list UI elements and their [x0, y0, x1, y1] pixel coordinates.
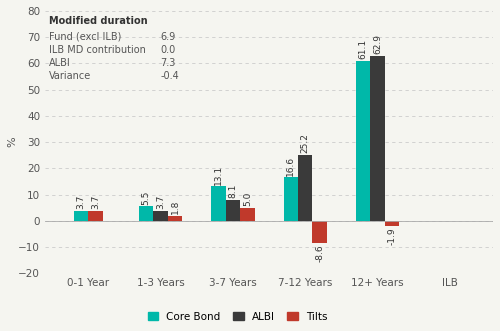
Text: 16.6: 16.6	[286, 156, 295, 176]
Bar	[284, 177, 298, 221]
Text: -0.4: -0.4	[160, 71, 180, 81]
Text: 8.1: 8.1	[228, 184, 237, 198]
Text: 3.7: 3.7	[76, 195, 86, 210]
Text: 3.7: 3.7	[91, 195, 100, 210]
Text: 3.7: 3.7	[156, 195, 165, 210]
Bar	[212, 186, 226, 221]
Bar	[298, 155, 312, 221]
Text: 0.0: 0.0	[160, 45, 176, 55]
Bar	[139, 206, 154, 221]
Bar	[168, 216, 182, 221]
Bar	[88, 211, 103, 221]
Bar	[226, 200, 240, 221]
Text: 5.0: 5.0	[243, 192, 252, 206]
Bar	[356, 61, 370, 221]
Bar	[240, 208, 254, 221]
Text: -1.9: -1.9	[388, 227, 396, 245]
Text: 61.1: 61.1	[358, 39, 368, 59]
Text: -8.6: -8.6	[315, 245, 324, 262]
Text: 5.5: 5.5	[142, 190, 150, 205]
Text: 25.2: 25.2	[300, 133, 310, 153]
Bar	[370, 56, 384, 221]
Bar	[74, 211, 88, 221]
Text: Fund (excl ILB): Fund (excl ILB)	[48, 32, 121, 42]
Text: 7.3: 7.3	[160, 58, 176, 68]
Text: ILB MD contribution: ILB MD contribution	[48, 45, 146, 55]
Text: Variance: Variance	[48, 71, 91, 81]
Legend: Core Bond, ALBI, Tilts: Core Bond, ALBI, Tilts	[144, 307, 332, 326]
Text: 13.1: 13.1	[214, 165, 223, 185]
Bar	[384, 221, 399, 226]
Bar	[154, 211, 168, 221]
Text: 62.9: 62.9	[373, 34, 382, 54]
Text: ALBI: ALBI	[48, 58, 70, 68]
Y-axis label: %: %	[7, 137, 17, 147]
Text: 1.8: 1.8	[170, 200, 179, 214]
Text: 6.9: 6.9	[160, 32, 176, 42]
Bar	[312, 221, 327, 243]
Text: Modified duration: Modified duration	[48, 16, 148, 26]
